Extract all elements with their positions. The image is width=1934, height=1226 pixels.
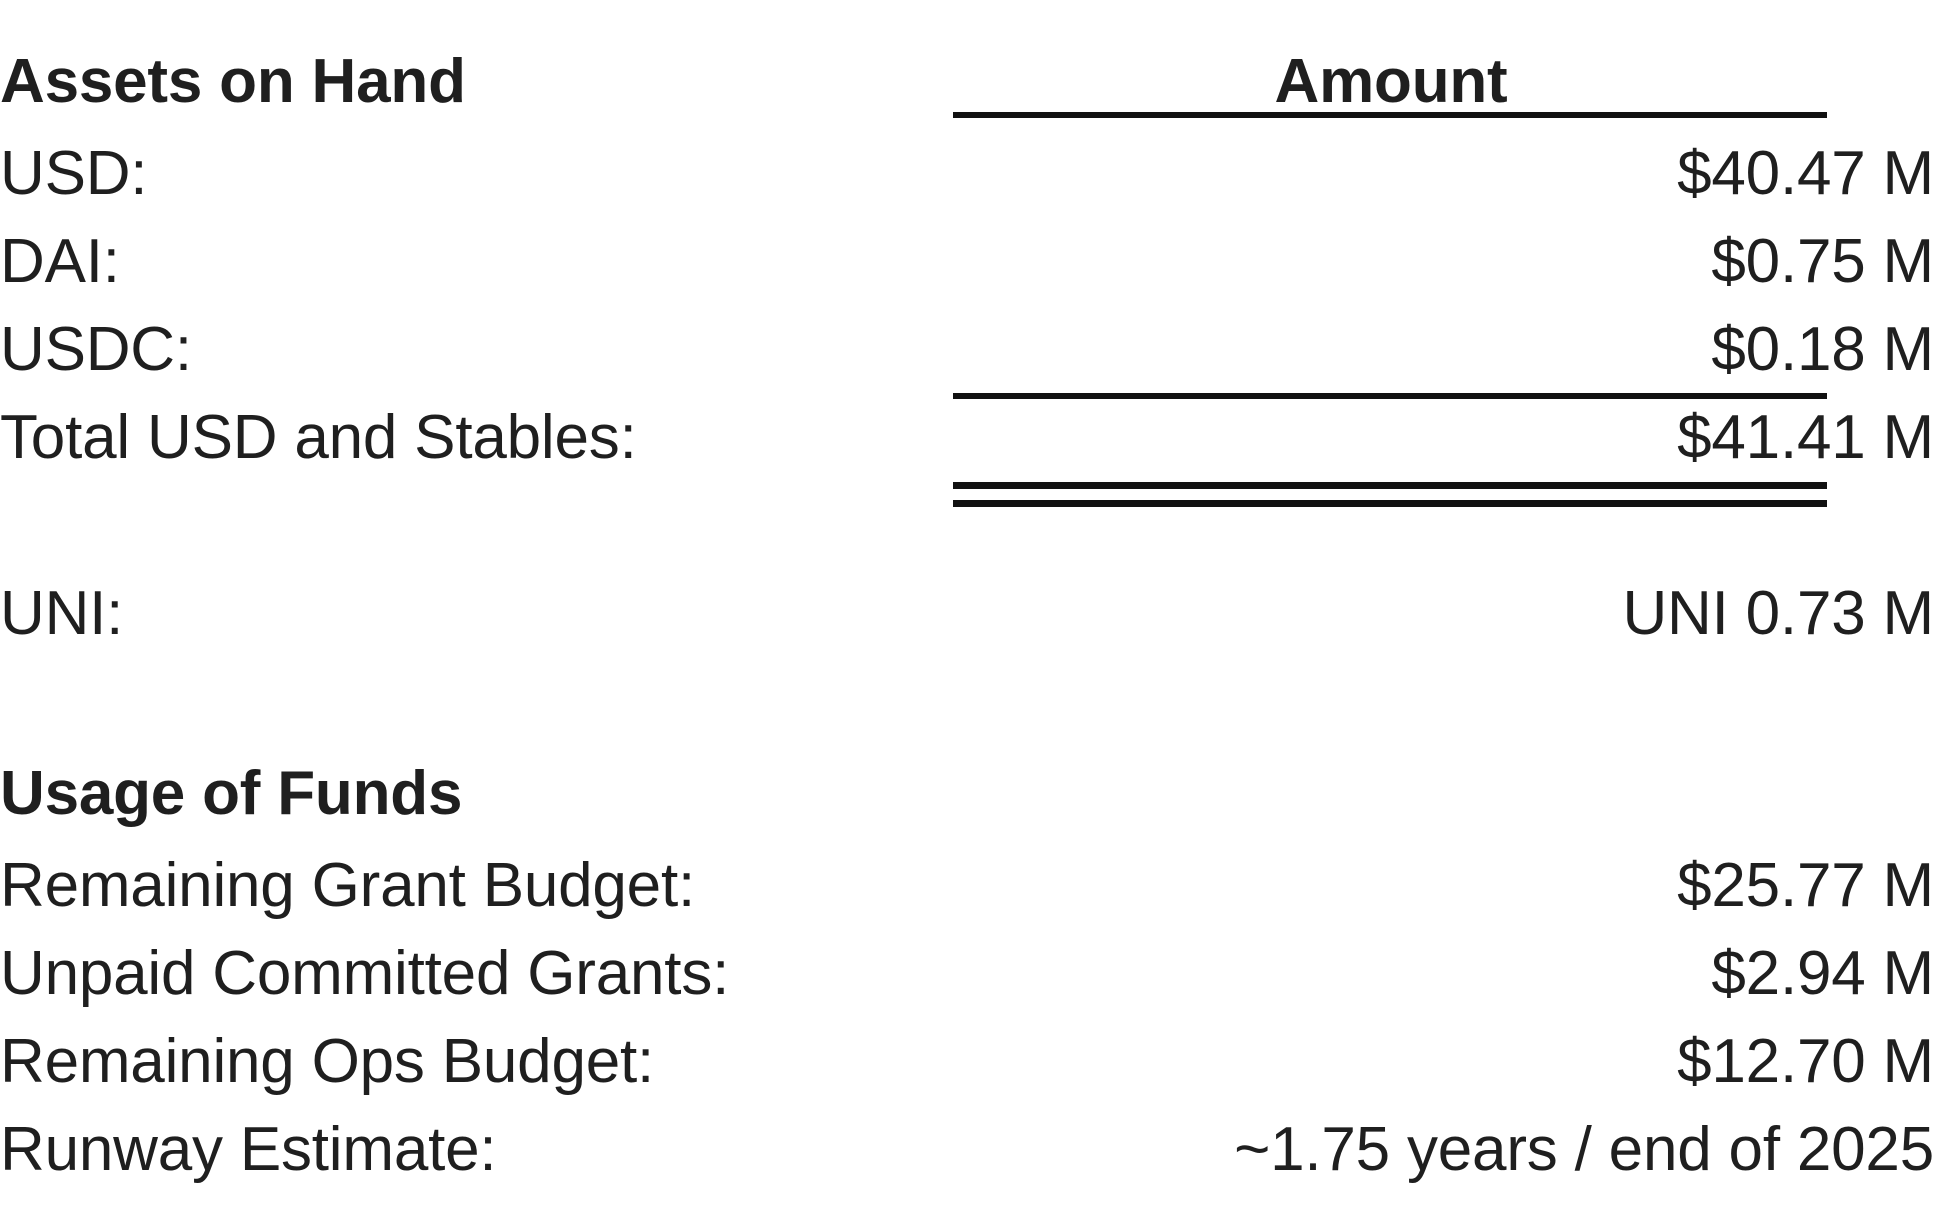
- row-amount-remaining-ops-budget: $12.70 M: [1677, 1027, 1934, 1096]
- table-row: Unpaid Committed Grants: $2.94 M: [0, 930, 1934, 1018]
- row-amount-dai: $0.75 M: [1711, 227, 1934, 296]
- amount-column-header-label: Amount: [1274, 47, 1508, 116]
- total-double-rule: [953, 482, 1827, 507]
- row-amount-remaining-grant-budget: $25.77 M: [1677, 851, 1934, 920]
- table-row: Runway Estimate: ~1.75 years / end of 20…: [0, 1106, 1934, 1194]
- subtotal-rule: [953, 393, 1827, 399]
- spacer-cell-left: [0, 482, 955, 570]
- table-row: USD: $40.47 M: [0, 130, 1934, 218]
- row-amount-runway-estimate: ~1.75 years / end of 2025: [1234, 1115, 1934, 1184]
- table-row-total: Total USD and Stables: $41.41 M: [0, 394, 1934, 482]
- table-row: Remaining Grant Budget: $25.77 M: [0, 842, 1934, 930]
- row-label-remaining-grant-budget: Remaining Grant Budget:: [0, 851, 696, 920]
- total-amount: $41.41 M: [1677, 403, 1934, 472]
- row-amount-unpaid-committed-grants: $2.94 M: [1711, 939, 1934, 1008]
- row-amount-usd: $40.47 M: [1677, 139, 1934, 208]
- row-amount-usdc: $0.18 M: [1711, 315, 1934, 384]
- total-label: Total USD and Stables:: [0, 403, 637, 472]
- assets-header-row: Assets on Hand Amount: [0, 34, 1934, 130]
- assets-section-heading: Assets on Hand: [0, 47, 466, 116]
- usage-header-amount-blank: [955, 746, 1934, 842]
- table-row: Remaining Ops Budget: $12.70 M: [0, 1018, 1934, 1106]
- row-label-dai: DAI:: [0, 227, 120, 296]
- assets-on-hand-table: Assets on Hand Amount USD: $40.47 M DAI:…: [0, 34, 1934, 1194]
- spacer-cell-left: [0, 658, 955, 746]
- row-label-usdc: USDC:: [0, 315, 192, 384]
- usage-section-heading: Usage of Funds: [0, 759, 463, 828]
- row-label-runway-estimate: Runway Estimate:: [0, 1115, 497, 1184]
- row-label-usd: USD:: [0, 139, 148, 208]
- row-amount-uni: UNI 0.73 M: [1622, 579, 1934, 648]
- table-row: UNI: UNI 0.73 M: [0, 570, 1934, 658]
- amount-column-header: Amount: [955, 34, 1934, 130]
- row-label-unpaid-committed-grants: Unpaid Committed Grants:: [0, 939, 730, 1008]
- spacer-row: [0, 658, 1934, 746]
- table-row: USDC: $0.18 M: [0, 306, 1934, 394]
- row-label-uni: UNI:: [0, 579, 124, 648]
- table-row: DAI: $0.75 M: [0, 218, 1934, 306]
- spacer-cell-right: [955, 658, 1934, 746]
- amount-column-header-rule: [953, 112, 1827, 118]
- usage-header-row: Usage of Funds: [0, 746, 1934, 842]
- row-label-remaining-ops-budget: Remaining Ops Budget:: [0, 1027, 655, 1096]
